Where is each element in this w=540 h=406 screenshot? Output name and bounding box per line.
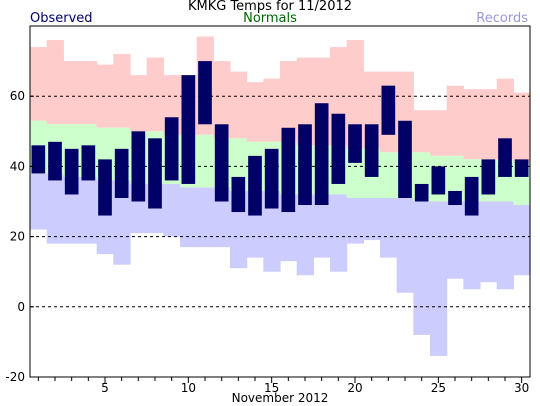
observed-bar-day-17 bbox=[298, 124, 312, 206]
observed-bar-day-28 bbox=[481, 159, 496, 195]
legend-normals: Normals bbox=[243, 11, 297, 26]
record-low-band-day-26 bbox=[446, 201, 464, 279]
record-high-band-day-2 bbox=[46, 40, 64, 125]
record-high-band-day-4 bbox=[80, 61, 98, 125]
observed-bar-day-9 bbox=[164, 117, 179, 181]
observed-bar-day-11 bbox=[198, 61, 212, 125]
record-high-band-day-24 bbox=[413, 110, 431, 153]
record-low-band-day-29 bbox=[496, 201, 514, 290]
observed-bar-day-19 bbox=[331, 113, 346, 184]
observed-bar-day-7 bbox=[131, 131, 146, 202]
x-tick-label-10: 10 bbox=[181, 381, 196, 395]
plot-frame bbox=[29, 25, 531, 378]
x-tick-label-25: 25 bbox=[431, 381, 446, 395]
y-tick-label-0: 0 bbox=[17, 300, 25, 314]
x-tick-label-15: 15 bbox=[264, 381, 279, 395]
record-low-band-day-27 bbox=[463, 201, 481, 290]
record-high-band-day-28 bbox=[480, 89, 498, 160]
observed-bar-day-3 bbox=[64, 148, 79, 195]
observed-bar-day-15 bbox=[264, 148, 279, 209]
record-low-band-day-15 bbox=[263, 190, 281, 272]
observed-bar-day-10 bbox=[181, 75, 196, 184]
record-low-band-day-11 bbox=[196, 187, 214, 248]
normal-band-day-22 bbox=[380, 152, 398, 198]
record-low-band-day-2 bbox=[46, 173, 64, 244]
observed-bar-day-30 bbox=[514, 159, 529, 177]
record-high-band-day-8 bbox=[146, 57, 164, 132]
record-low-band-day-19 bbox=[330, 194, 348, 272]
record-high-band-day-14 bbox=[246, 82, 264, 142]
record-high-band-day-3 bbox=[63, 61, 81, 125]
x-tick-label-5: 5 bbox=[101, 381, 109, 395]
observed-bar-day-12 bbox=[214, 124, 229, 202]
record-low-band-day-17 bbox=[296, 194, 314, 276]
record-low-band-day-6 bbox=[113, 180, 131, 265]
record-low-band-day-18 bbox=[313, 194, 331, 258]
record-low-band-day-4 bbox=[80, 176, 98, 244]
observed-bar-day-18 bbox=[314, 103, 329, 206]
record-high-band-day-27 bbox=[463, 89, 481, 160]
record-low-band-day-22 bbox=[380, 197, 398, 258]
record-high-band-day-17 bbox=[296, 57, 314, 146]
observed-bar-day-25 bbox=[431, 166, 446, 195]
record-high-band-day-25 bbox=[430, 110, 448, 156]
observed-bar-day-1 bbox=[31, 145, 46, 174]
observed-bar-day-20 bbox=[348, 124, 362, 163]
normal-band-day-26 bbox=[446, 155, 464, 202]
observed-bar-day-6 bbox=[114, 148, 129, 198]
chart-title: KMKG Temps for 11/2012 bbox=[187, 0, 353, 14]
observed-bar-day-23 bbox=[398, 120, 412, 198]
observed-bar-day-2 bbox=[48, 141, 62, 181]
y-tick-label--20: -20 bbox=[5, 370, 25, 384]
x-tick-label-30: 30 bbox=[514, 381, 529, 395]
record-high-band-day-16 bbox=[280, 61, 298, 142]
record-high-band-day-1 bbox=[30, 47, 48, 121]
record-low-band-day-21 bbox=[363, 197, 381, 241]
record-low-band-day-9 bbox=[163, 183, 181, 237]
record-low-band-day-10 bbox=[180, 187, 198, 248]
observed-bar-day-13 bbox=[231, 176, 246, 213]
x-axis-label: November 2012 bbox=[232, 391, 329, 405]
record-high-band-day-30 bbox=[513, 92, 531, 163]
observed-bar-day-26 bbox=[448, 190, 462, 206]
observed-bar-day-24 bbox=[414, 183, 429, 202]
normal-band-day-11 bbox=[196, 134, 214, 188]
record-low-band-day-24 bbox=[413, 201, 431, 335]
record-high-band-day-26 bbox=[446, 85, 464, 156]
record-high-band-day-6 bbox=[113, 54, 131, 128]
record-low-band-day-20 bbox=[346, 197, 364, 244]
legend-records: Records bbox=[476, 11, 528, 26]
observed-bar-layer bbox=[31, 61, 529, 216]
record-high-band-day-15 bbox=[263, 78, 281, 142]
observed-bar-day-27 bbox=[464, 176, 479, 216]
record-low-band-day-23 bbox=[396, 197, 414, 293]
x-tick-label-20: 20 bbox=[347, 381, 362, 395]
observed-bar-day-29 bbox=[498, 138, 512, 177]
observed-bar-day-4 bbox=[81, 145, 96, 181]
legend-observed: Observed bbox=[30, 11, 93, 26]
record-low-band-day-1 bbox=[30, 173, 48, 230]
observed-bar-day-5 bbox=[98, 159, 112, 216]
observed-bar-day-14 bbox=[248, 155, 262, 216]
record-low-band-day-12 bbox=[213, 187, 231, 248]
y-tick-label-20: 20 bbox=[10, 230, 25, 244]
observed-bar-day-8 bbox=[148, 138, 162, 209]
record-high-band-day-5 bbox=[96, 64, 114, 128]
y-tick-label-60: 60 bbox=[10, 89, 25, 103]
observed-bar-day-16 bbox=[281, 127, 296, 213]
observed-bar-day-22 bbox=[381, 85, 396, 135]
record-low-band-day-28 bbox=[480, 201, 498, 283]
record-high-band-day-12 bbox=[213, 61, 231, 139]
axes-layer: -20 0 20 40 60 5 10 15 20 25 30 bbox=[5, 25, 531, 395]
gridline-layer bbox=[30, 95, 530, 308]
observed-bar-day-21 bbox=[364, 124, 379, 177]
record-high-band-day-7 bbox=[130, 75, 148, 132]
record-low-band-day-25 bbox=[430, 201, 448, 356]
y-tick-label-40: 40 bbox=[10, 159, 25, 173]
record-high-band-day-13 bbox=[230, 71, 248, 139]
record-low-band-day-30 bbox=[513, 205, 531, 276]
record-high-band-day-20 bbox=[346, 40, 364, 149]
